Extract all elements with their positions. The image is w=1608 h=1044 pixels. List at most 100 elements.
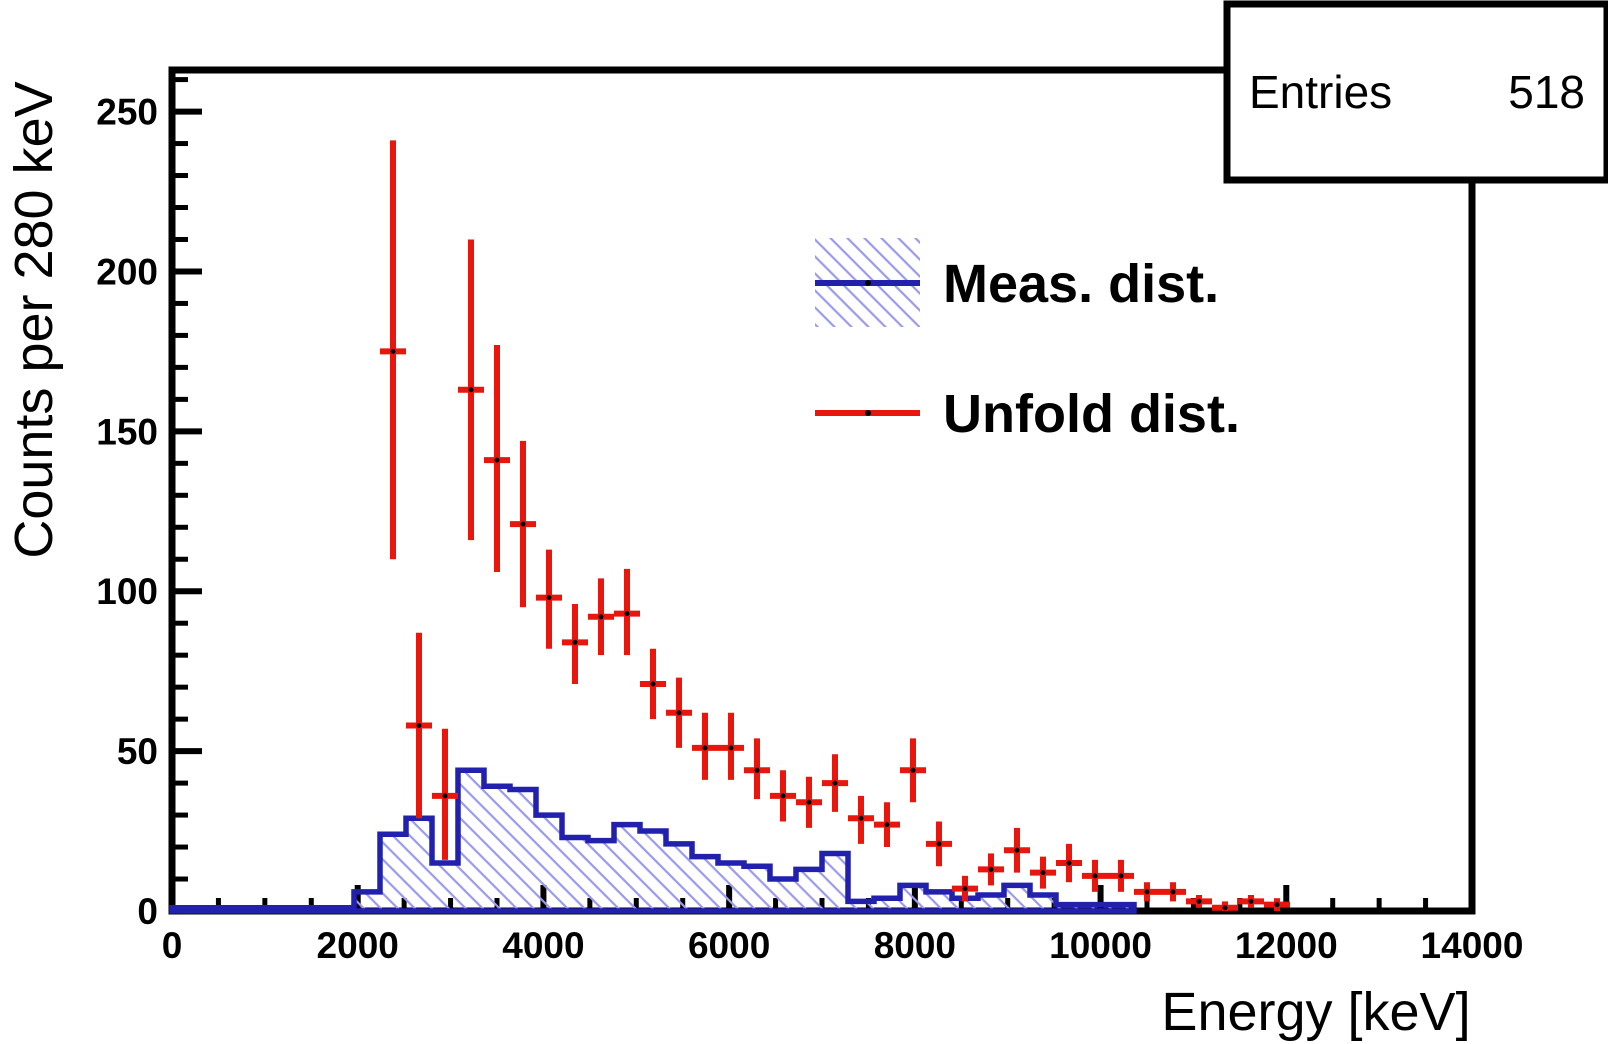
errorbar-point: [1212, 901, 1238, 911]
errorbar-point: [1004, 827, 1030, 873]
legend: Meas. dist. Unfold dist.: [815, 238, 1240, 444]
legend-unfold-marker-icon: [865, 410, 871, 416]
errorbar-point: [1056, 843, 1082, 883]
y-tick-label: 100: [96, 571, 158, 612]
data-marker: [988, 866, 994, 872]
x-tick-label: 8000: [874, 925, 956, 966]
data-marker: [936, 841, 942, 847]
errorbar-point: [718, 712, 744, 780]
axis-tick-labels: 0 2000 4000 6000 8000 10000 12000 14000 0 50 100 15…: [96, 92, 1523, 966]
data-marker: [1196, 898, 1202, 904]
y-tick-label: 50: [117, 731, 158, 772]
y-tick-label: 0: [137, 891, 158, 932]
y-axis-title: Counts per 280 keV: [4, 81, 64, 558]
data-marker: [1040, 870, 1046, 876]
data-marker: [1248, 898, 1254, 904]
legend-measured-marker-icon: [865, 280, 871, 286]
data-marker: [1066, 860, 1072, 866]
errorbar-point: [1082, 859, 1108, 892]
errorbar-point: [952, 875, 978, 902]
data-marker: [780, 793, 786, 799]
errorbar-point: [1134, 882, 1160, 902]
errorbar-point: [848, 795, 874, 844]
data-marker: [650, 681, 656, 687]
errorbar-point: [614, 568, 640, 656]
errorbar-point: [978, 853, 1004, 886]
errorbar-point: [484, 345, 510, 573]
errorbar-point: [692, 712, 718, 780]
errorbar-point: [536, 549, 562, 649]
y-tick-label: 200: [96, 251, 158, 292]
data-marker: [702, 745, 708, 751]
errorbar-point: [822, 754, 848, 812]
x-tick-label: 0: [162, 925, 183, 966]
errorbar-point: [796, 776, 822, 828]
x-tick-label: 10000: [1049, 925, 1152, 966]
errorbar-point: [900, 738, 926, 803]
data-marker: [910, 767, 916, 773]
data-marker: [546, 595, 552, 601]
data-marker: [1144, 889, 1150, 895]
errorbar-point: [1160, 882, 1186, 902]
legend-label-unfold: Unfold dist.: [943, 384, 1240, 444]
data-marker: [754, 767, 760, 773]
stats-box-border: [1223, 0, 1608, 184]
measured-histogram: [169, 767, 1137, 914]
data-marker: [442, 793, 448, 799]
stats-entries-label: Entries: [1249, 66, 1392, 118]
x-axis-title: Energy [keV]: [1161, 982, 1470, 1042]
data-marker: [494, 457, 500, 463]
errorbar-point: [562, 604, 588, 684]
measured-histogram-outline: [169, 767, 1137, 914]
unfolded-errorbar-series: [380, 140, 1290, 911]
data-marker: [1092, 873, 1098, 879]
y-tick-label: 150: [96, 411, 158, 452]
data-marker: [676, 710, 682, 716]
errorbar-point: [588, 578, 614, 656]
errorbar-point: [1264, 898, 1290, 911]
data-marker: [728, 745, 734, 751]
errorbar-point: [1238, 895, 1264, 908]
data-marker: [390, 348, 396, 354]
data-marker: [468, 387, 474, 393]
x-tick-label: 2000: [317, 925, 399, 966]
errorbar-point: [770, 770, 796, 822]
errorbar-point: [1030, 856, 1056, 889]
errorbar-point: [458, 239, 484, 541]
x-tick-label: 4000: [502, 925, 584, 966]
axis-ticks: [169, 77, 1475, 914]
errorbar-point: [406, 632, 432, 819]
data-marker: [1274, 902, 1280, 908]
data-marker: [806, 799, 812, 805]
legend-label-measured: Meas. dist.: [943, 254, 1219, 314]
x-tick-label: 6000: [688, 925, 770, 966]
x-tick-label: 14000: [1421, 925, 1524, 966]
errorbar-point: [432, 728, 458, 860]
y-tick-label: 250: [96, 92, 158, 133]
errorbar-point: [1186, 895, 1212, 908]
data-marker: [520, 521, 526, 527]
data-marker: [598, 614, 604, 620]
data-marker: [624, 611, 630, 617]
errorbar-point: [744, 738, 770, 800]
data-marker: [858, 815, 864, 821]
data-marker: [1118, 873, 1124, 879]
data-marker: [1222, 905, 1228, 911]
stats-box: Entries 518: [1223, 0, 1608, 184]
errorbar-point: [510, 440, 536, 608]
errorbar-point: [874, 802, 900, 848]
data-marker: [1014, 847, 1020, 853]
errorbar-point: [640, 648, 666, 720]
data-marker: [832, 780, 838, 786]
errorbar-point: [926, 821, 952, 867]
errorbar-point: [1108, 859, 1134, 892]
data-marker: [1170, 889, 1176, 895]
errorbar-point: [666, 677, 692, 748]
x-tick-label: 12000: [1235, 925, 1338, 966]
data-marker: [416, 723, 422, 729]
data-marker: [884, 822, 890, 828]
data-marker: [962, 886, 968, 892]
data-marker: [572, 639, 578, 645]
